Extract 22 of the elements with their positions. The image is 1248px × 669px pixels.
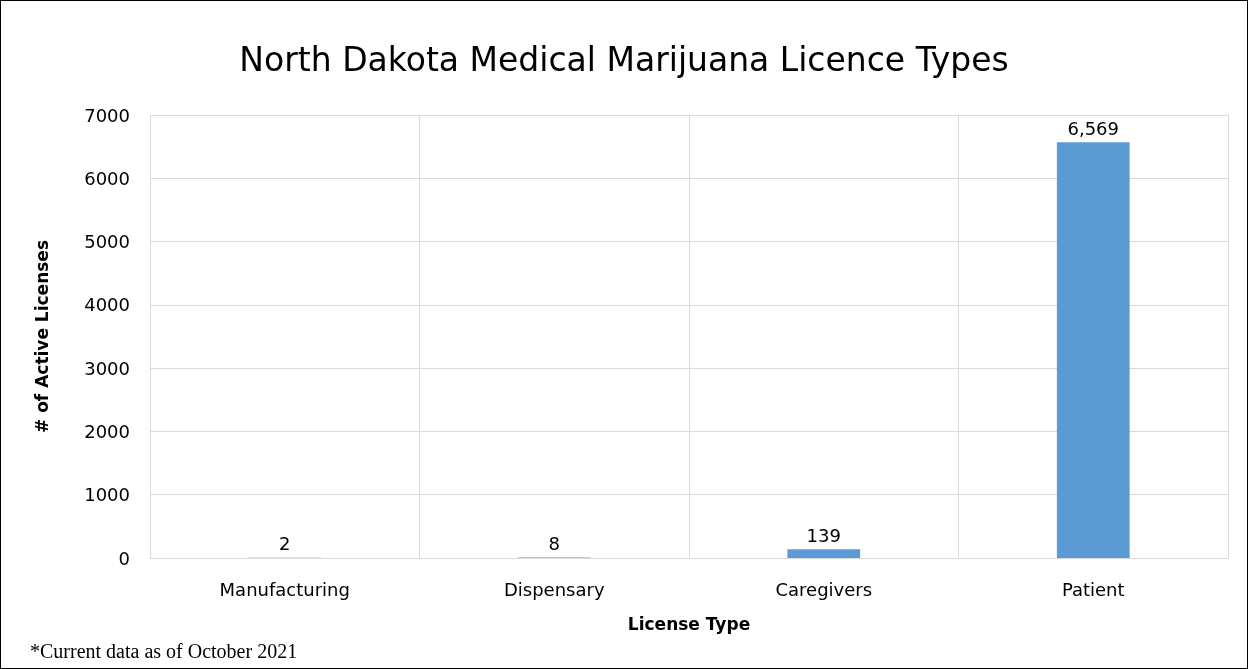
x-axis-title: License Type [627,613,751,634]
y-tick-label: 0 [118,547,130,569]
bar [1056,142,1130,558]
x-tick-label: Patient [1061,578,1125,600]
y-tick-label: 3000 [84,357,130,379]
y-tick-label: 2000 [84,420,130,442]
data-label: 8 [548,532,560,554]
y-tick-label: 1000 [84,484,130,506]
y-tick-label: 6000 [84,167,130,189]
y-tick-label: 4000 [84,294,130,316]
y-tick-label: 7000 [84,104,130,126]
chart-title: North Dakota Medical Marijuana Licence Types [239,40,1009,79]
y-tick-label: 5000 [84,231,130,253]
data-label: 2 [279,533,291,555]
x-tick-label: Dispensary [503,578,605,600]
y-axis-title: # of Active Licenses [31,239,52,434]
x-tick-label: Caregivers [775,578,873,600]
bar [787,549,861,558]
data-label: 139 [806,524,841,546]
x-tick-label: Manufacturing [219,578,350,600]
data-label: 6,569 [1067,117,1120,139]
text: *Current data as of October 2021 [30,640,298,663]
